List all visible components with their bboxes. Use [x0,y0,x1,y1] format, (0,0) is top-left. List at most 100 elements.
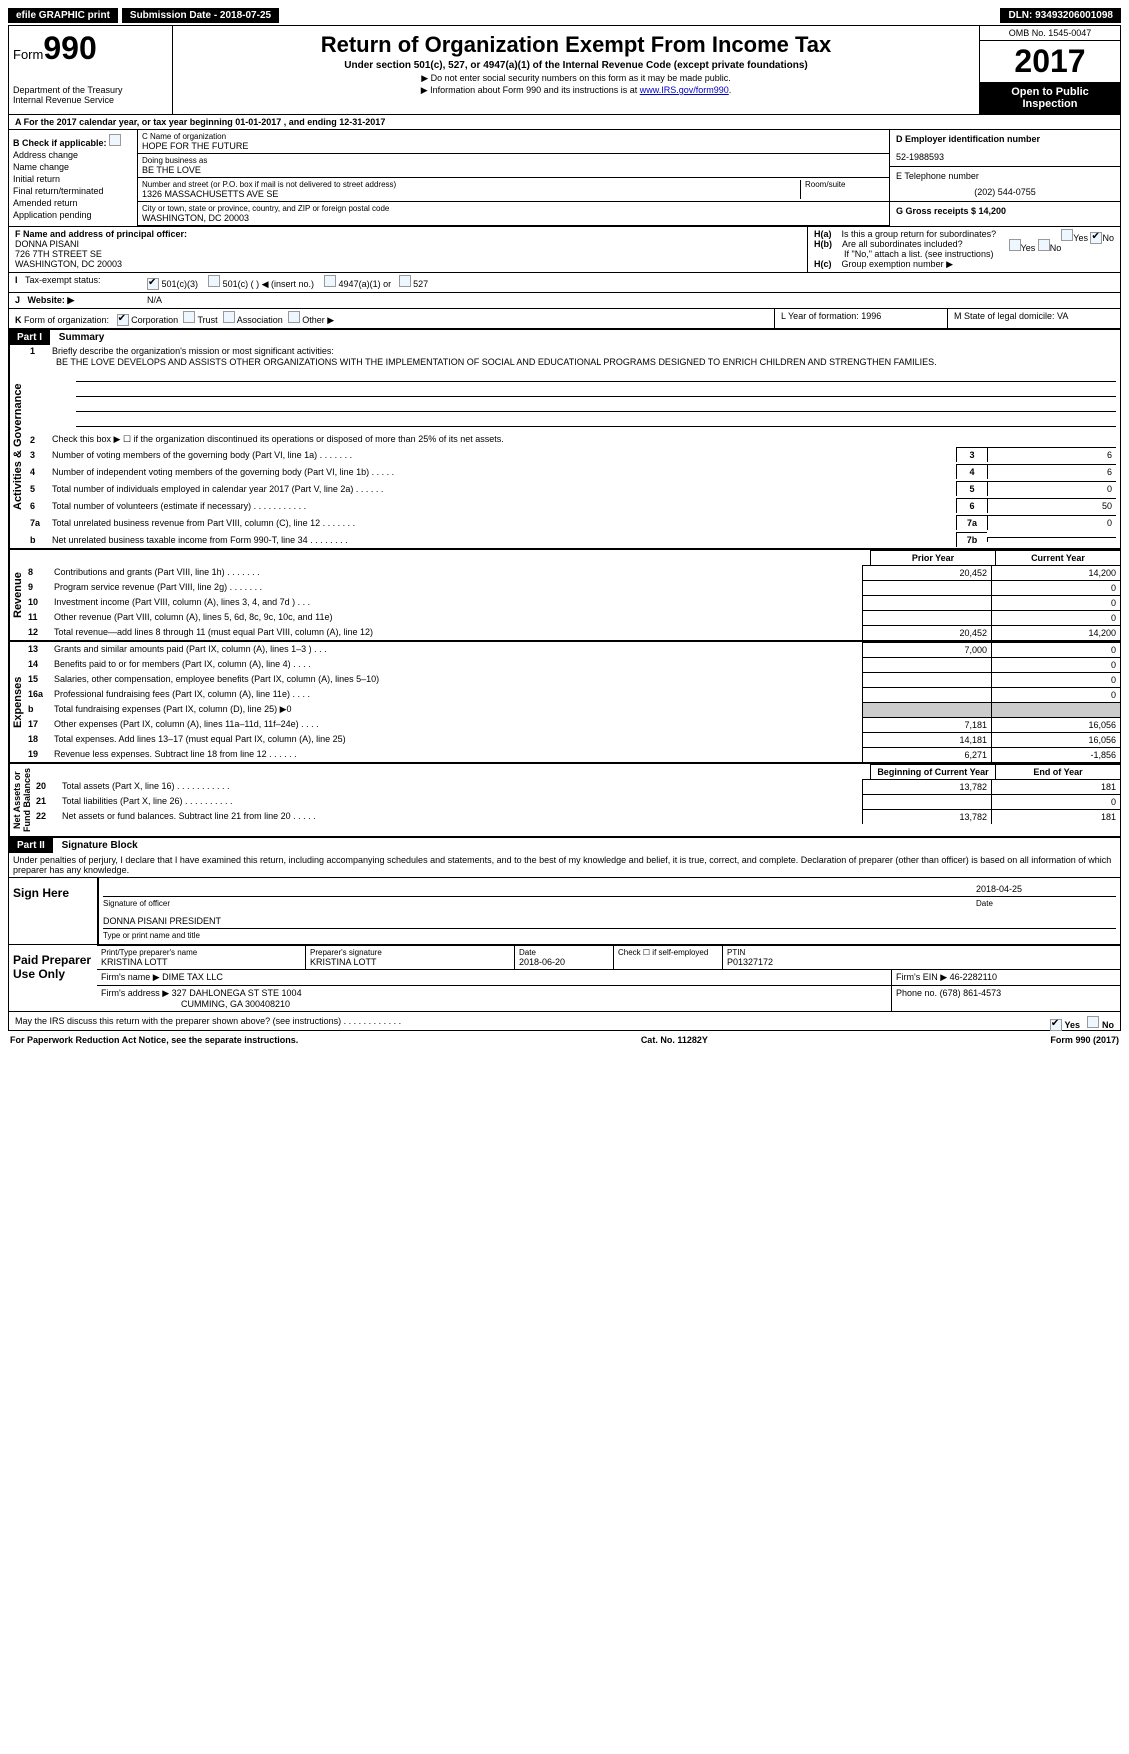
section-bcd: B Check if applicable: Address change Na… [9,130,1120,227]
ptin-label: PTIN [727,948,1116,957]
phone-label: Phone no. [896,988,937,998]
prep-name-label: Print/Type preparer's name [101,948,301,957]
info-note-pre: ▶ Information about Form 990 and its ins… [421,85,640,95]
top-bar: efile GRAPHIC print Submission Date - 20… [8,8,1121,23]
k-label: Form of organization: [24,315,109,325]
no-label: No [1102,233,1114,243]
form-title: Return of Organization Exempt From Incom… [181,32,971,58]
city-value: WASHINGTON, DC 20003 [142,213,885,223]
form-header: Form990 Department of the Treasury Inter… [9,26,1120,115]
4947-checkbox[interactable] [324,275,336,287]
sig-date: 2018-04-25 [976,882,1116,897]
opt-527: 527 [413,279,428,289]
no-label: No [1050,243,1062,253]
b-item: Amended return [13,198,78,208]
hb-yes-checkbox[interactable] [1009,239,1021,251]
row-a: A For the 2017 calendar year, or tax yea… [9,115,1120,130]
underline [76,382,1116,397]
org-name: HOPE FOR THE FUTURE [142,141,885,151]
may-irs-row: May the IRS discuss this return with the… [9,1011,1120,1030]
declaration: Under penalties of perjury, I declare th… [9,853,1120,877]
501c-checkbox[interactable] [208,275,220,287]
tel-value: (202) 544-0755 [896,187,1114,197]
b-item: Application pending [13,210,92,220]
sign-here-row: Sign Here Signature of officer 2018-04-2… [9,877,1120,944]
current-year-header: Current Year [995,550,1120,565]
addr-value: 1326 MASSACHUSETTS AVE SE [142,189,800,199]
opt-501c: 501(c) ( ) ◀ (insert no.) [223,279,314,289]
opt-other: Other ▶ [302,315,334,325]
form-container: Form990 Department of the Treasury Inter… [8,25,1121,1031]
tax-year: 2017 [980,41,1120,82]
signature-block: Under penalties of perjury, I declare th… [9,853,1120,1030]
dba-value: BE THE LOVE [142,165,885,175]
self-employed: Check ☐ if self-employed [614,946,723,969]
m-domicile: M State of legal domicile: VA [947,309,1120,328]
footer: For Paperwork Reduction Act Notice, see … [8,1031,1121,1049]
c-name-label: C Name of organization [142,132,885,141]
paid-label: Paid Preparer Use Only [9,945,97,1011]
b-item: Initial return [13,174,60,184]
mission-text: BE THE LOVE DEVELOPS AND ASSISTS OTHER O… [26,357,1120,367]
line2: Check this box ▶ ☐ if the organization d… [52,434,1116,445]
vert-revenue: Revenue [9,550,26,640]
irs-link[interactable]: www.IRS.gov/form990 [640,85,729,95]
hc-label: Group exemption number ▶ [842,259,953,269]
hb-no-checkbox[interactable] [1038,239,1050,251]
b-label: Check if applicable: [22,138,107,148]
527-checkbox[interactable] [399,275,411,287]
net-assets-section: Net Assets or Fund Balances Beginning of… [9,764,1120,838]
b-item: Name change [13,162,69,172]
vert-net: Net Assets or Fund Balances [9,764,34,836]
officer-addr1: 726 7TH STREET SE [15,249,801,259]
firm-ein: 46-2282110 [950,972,997,982]
part2-header-row: Part II Signature Block [9,838,1120,853]
eoy-header: End of Year [995,764,1120,779]
assoc-checkbox[interactable] [223,311,235,323]
row-klm: K Form of organization: Corporation Trus… [9,309,1120,330]
part2-header: Part II [9,838,53,853]
firm-addr-label: Firm's address ▶ [101,988,169,998]
underline [76,412,1116,427]
form-ref: Form 990 (2017) [1050,1035,1119,1045]
column-b: B Check if applicable: Address change Na… [9,130,138,226]
part1-title: Summary [53,332,105,343]
ssn-note: ▶ Do not enter social security numbers o… [181,73,971,84]
trust-checkbox[interactable] [183,311,195,323]
prep-name: KRISTINA LOTT [101,957,301,967]
form-subtitle: Under section 501(c), 527, or 4947(a)(1)… [181,60,971,71]
ha-label: Is this a group return for subordinates? [842,229,997,239]
row-i: I Tax-exempt status: 501(c)(3) 501(c) ( … [9,273,1120,293]
header-left: Form990 Department of the Treasury Inter… [9,26,173,114]
opt-corp: Corporation [131,315,178,325]
ha-yes-checkbox[interactable] [1061,229,1073,241]
type-name-label: Type or print name and title [103,931,1116,940]
ptin-value: P01327172 [727,957,1116,967]
header-right: OMB No. 1545-0047 2017 Open to Public In… [979,26,1120,114]
room-label: Room/suite [805,180,885,189]
501c3-checkbox[interactable] [147,278,159,290]
form-number: 990 [43,30,96,66]
checkbox[interactable] [109,134,121,146]
firm-ein-label: Firm's EIN ▶ [896,972,947,982]
irs-no-checkbox[interactable] [1087,1016,1099,1028]
revenue-section: Revenue Prior YearCurrent Year 8Contribu… [9,550,1120,642]
may-irs-text: May the IRS discuss this return with the… [15,1016,401,1026]
column-c: C Name of organization HOPE FOR THE FUTU… [138,130,889,226]
ha-no-checkbox[interactable] [1090,232,1102,244]
part1-header: Part I [9,330,50,345]
dln-label: DLN: 93493206001098 [1000,8,1121,23]
phone-value: (678) 861-4573 [940,988,1002,998]
efile-button[interactable]: efile GRAPHIC print [8,8,118,23]
corp-checkbox[interactable] [117,314,129,326]
b-item: Final return/terminated [13,186,104,196]
dba-label: Doing business as [142,156,885,165]
cat-no: Cat. No. 11282Y [641,1035,708,1045]
irs-yes-checkbox[interactable] [1050,1019,1062,1031]
firm-name: DIME TAX LLC [162,972,223,982]
firm-name-label: Firm's name ▶ [101,972,160,982]
info-note: ▶ Information about Form 990 and its ins… [181,85,971,96]
prior-year-header: Prior Year [870,550,995,565]
other-checkbox[interactable] [288,311,300,323]
vert-expenses: Expenses [9,642,26,762]
